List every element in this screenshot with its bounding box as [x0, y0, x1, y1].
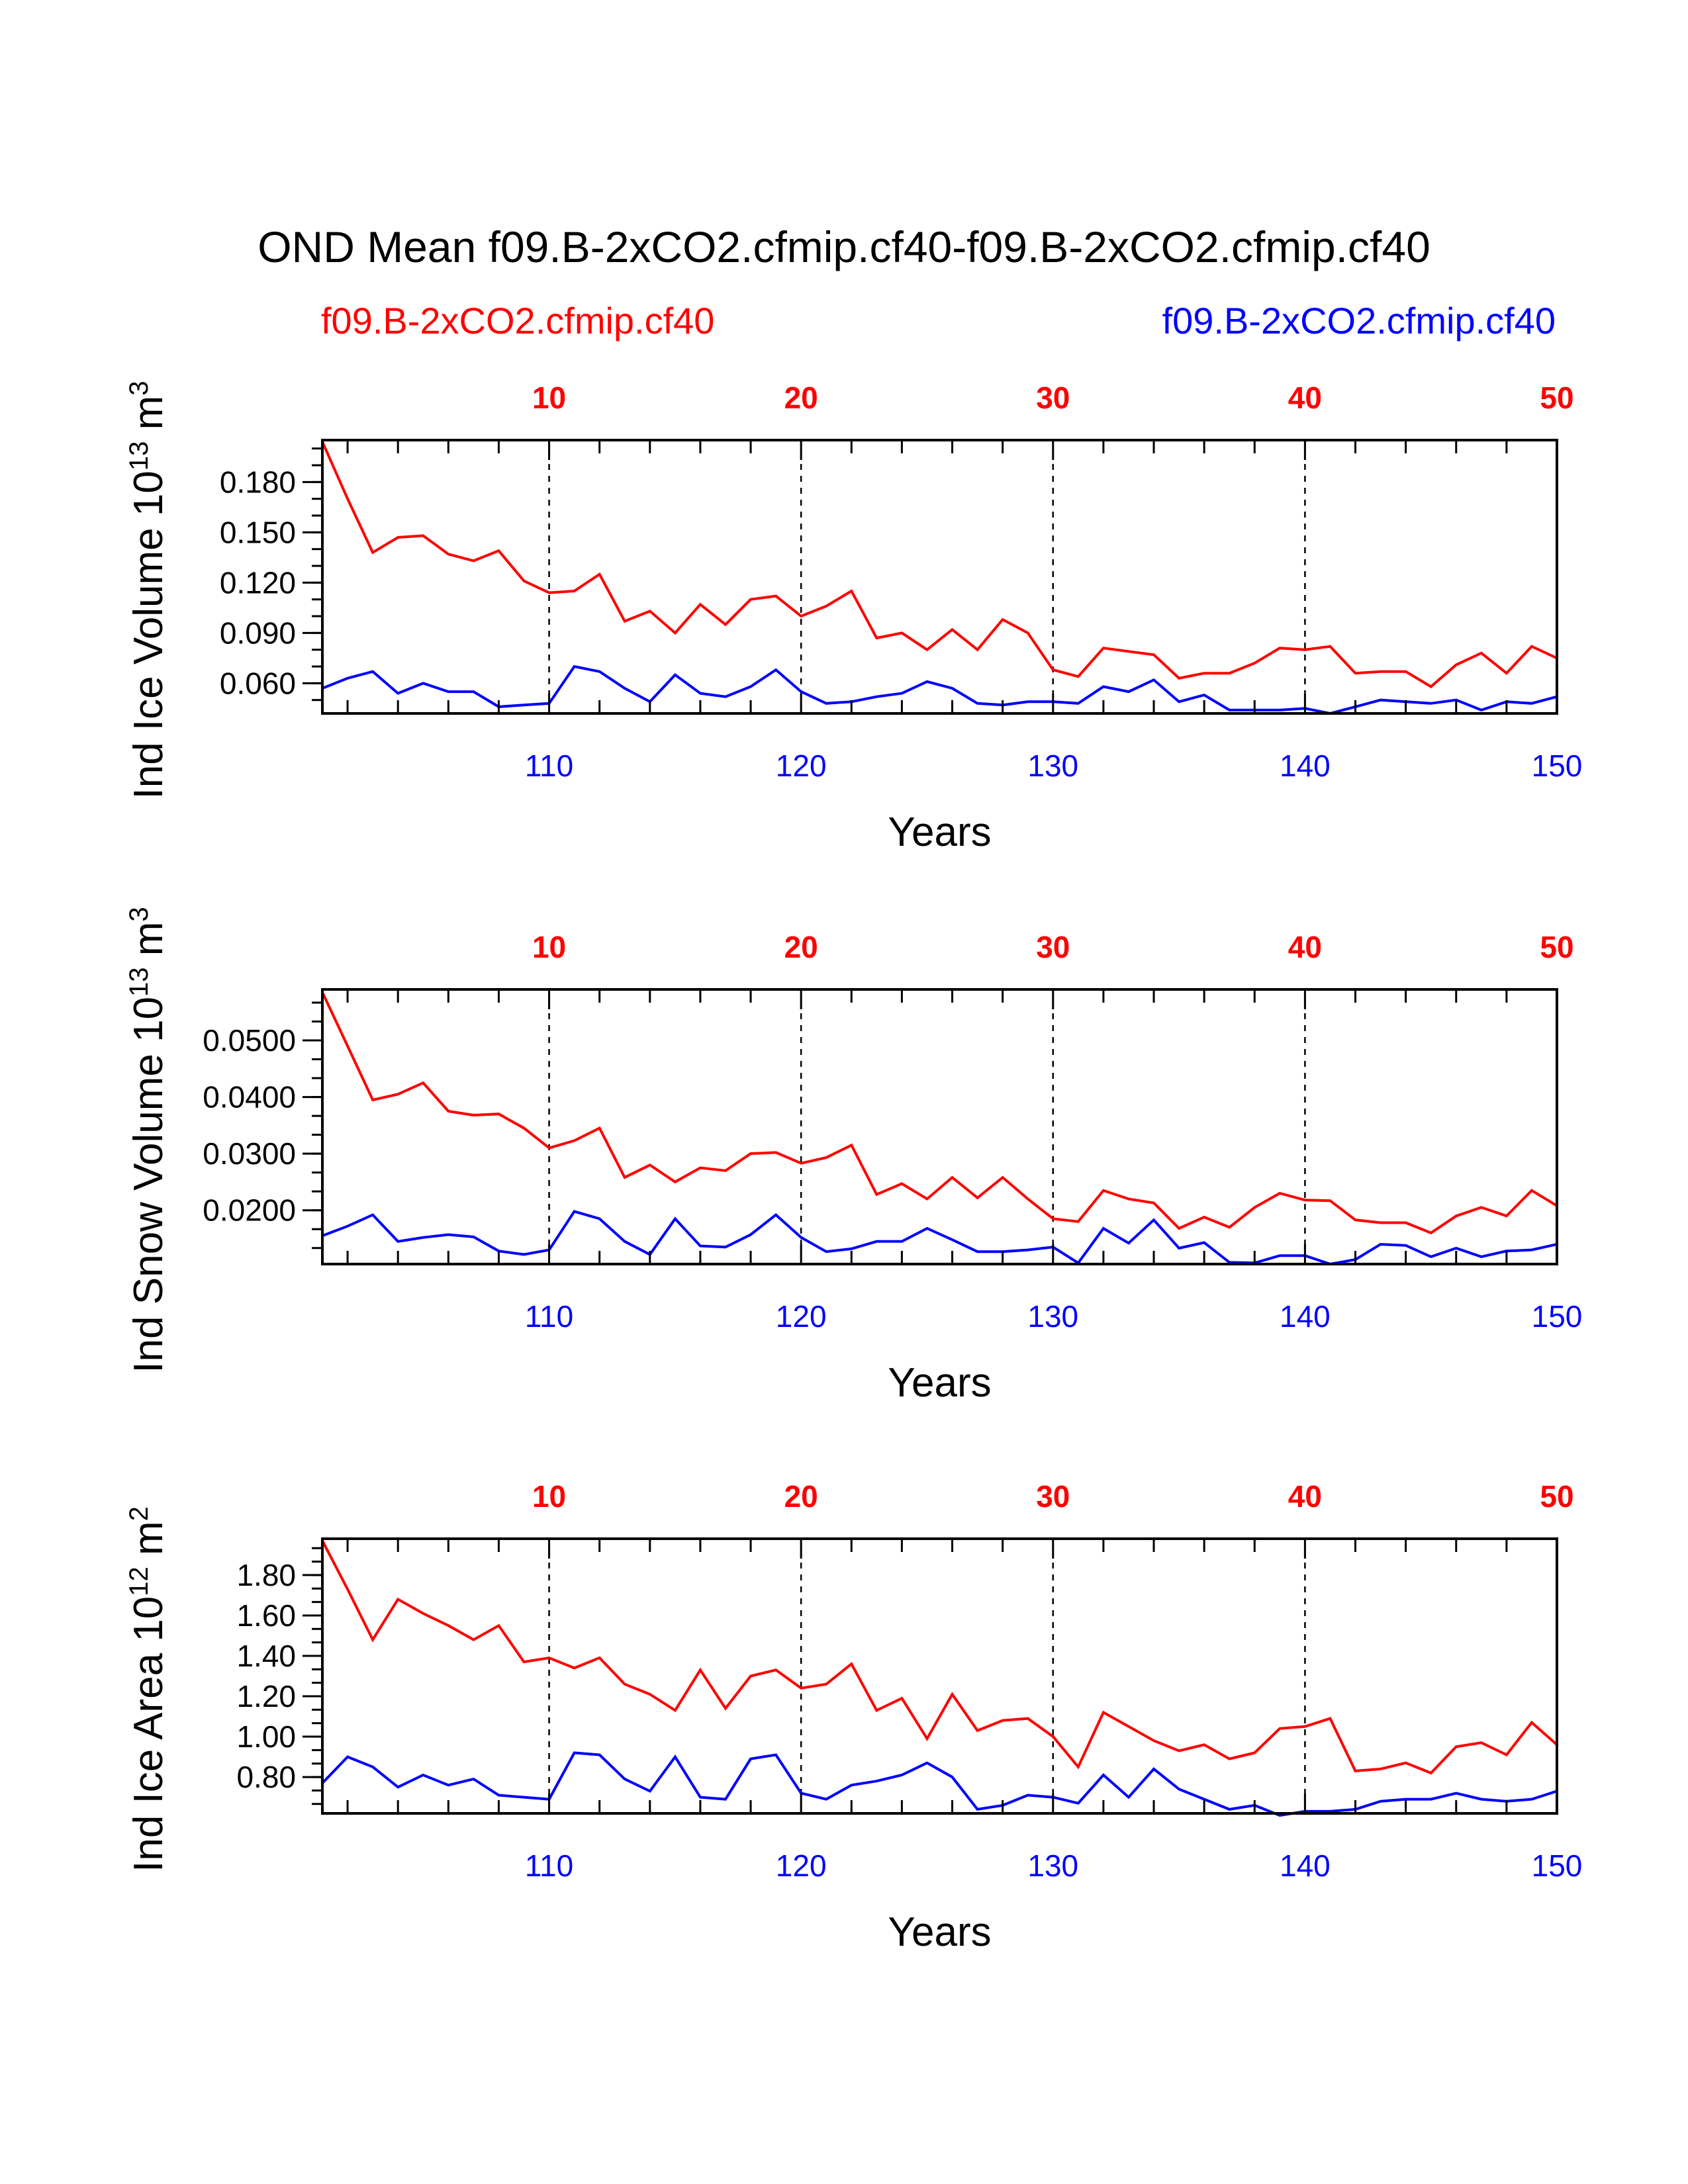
panel2-bottom-axis-label-120: 120: [776, 1299, 827, 1334]
panel3-bottom-axis-label-120: 120: [776, 1848, 827, 1883]
panel3-ytick-label-0.80: 0.80: [236, 1760, 296, 1794]
panel2-bottom-axis-label-140: 140: [1280, 1299, 1331, 1334]
panel1-bottom-axis-label-120: 120: [776, 749, 827, 783]
legend-blue-label: f09.B-2xCO2.cfmip.cf40: [1162, 300, 1556, 341]
panel1-bottom-axis-label-150: 150: [1532, 749, 1583, 783]
panel2-plot-frame: [321, 988, 1558, 1265]
panel3-y-axis-title-part-1: 12: [124, 1567, 154, 1596]
panel1-y-axis-title-part-2: m: [126, 396, 171, 441]
panel1-top-axis-label-20: 20: [784, 381, 818, 415]
panel3-ytick-label-1.00: 1.00: [236, 1719, 296, 1754]
panel1-red-series-line: [321, 441, 1558, 688]
panel1-ytick-label-0.180: 0.180: [220, 465, 296, 499]
panel2-ytick-label-0.0500: 0.0500: [203, 1023, 296, 1058]
panel1-bottom-axis-label-130: 130: [1027, 749, 1078, 783]
panel1-plot-frame: [321, 439, 1558, 715]
panel1-bottom-axis-label-110: 110: [525, 749, 573, 783]
panel1-top-axis-label-40: 40: [1288, 381, 1322, 415]
panel2-ytick-label-0.0400: 0.0400: [203, 1080, 296, 1115]
panel3-top-axis-label-30: 30: [1036, 1479, 1070, 1514]
panel1-top-axis-label-10: 10: [532, 381, 566, 415]
panel1-blue-series-line: [322, 664, 1558, 715]
panel2-red-series-line: [321, 991, 1558, 1235]
panel3-top-axis-label-40: 40: [1288, 1479, 1322, 1514]
panel3-top-axis-label-20: 20: [784, 1479, 818, 1514]
panel1-y-axis-title: Ind Ice Volume 1013 m3: [124, 381, 171, 799]
panel2-ytick-label-0.0300: 0.0300: [203, 1136, 296, 1171]
panel2-bottom-axis-label-110: 110: [525, 1299, 573, 1334]
panel2-top-axis-label-40: 40: [1288, 930, 1322, 964]
panel1-y-axis-title-part-0: Ind Ice Volume 10: [126, 471, 171, 799]
panel2-top-axis-label-30: 30: [1036, 930, 1070, 964]
panel3-ytick-label-1.20: 1.20: [236, 1679, 296, 1713]
panel1-ytick-label-0.090: 0.090: [220, 615, 296, 650]
panel2-bottom-axis-label-130: 130: [1027, 1299, 1078, 1334]
panel2-y-axis-title-part-1: 13: [124, 967, 154, 997]
panel1-bottom-axis-label-140: 140: [1280, 749, 1331, 783]
panel2-blue-series-line: [322, 1210, 1558, 1266]
panel1-y-axis-title-part-3: 3: [124, 381, 154, 396]
panel3-bottom-axis-label-150: 150: [1532, 1848, 1583, 1883]
panel3-plot-frame: [321, 1537, 1558, 1815]
panel3-top-axis-label-50: 50: [1540, 1479, 1573, 1514]
panel3-y-axis-title-part-3: 2: [124, 1506, 154, 1521]
panel1-ytick-label-0.150: 0.150: [220, 515, 296, 549]
panel3-ytick-label-1.40: 1.40: [236, 1639, 296, 1673]
panel3-ytick-label-1.60: 1.60: [236, 1598, 296, 1633]
legend-red-label: f09.B-2xCO2.cfmip.cf40: [321, 300, 715, 341]
panel2-y-axis-title-part-3: 3: [124, 907, 154, 921]
panel2-top-axis-label-50: 50: [1540, 930, 1573, 964]
panel3-bottom-axis-label-140: 140: [1280, 1848, 1331, 1883]
panel2-top-axis-label-10: 10: [532, 930, 566, 964]
panel2-top-axis-label-20: 20: [784, 930, 818, 964]
panel3-top-axis-label-10: 10: [532, 1479, 566, 1514]
panel3-ytick-label-1.80: 1.80: [236, 1558, 296, 1592]
panel3-blue-series-line: [321, 1751, 1558, 1817]
panel1-top-axis-label-50: 50: [1540, 381, 1573, 415]
chart-title: OND Mean f09.B-2xCO2.cfmip.cf40-f09.B-2x…: [258, 222, 1430, 271]
panel2-ytick-label-0.0200: 0.0200: [203, 1193, 296, 1228]
panel2-y-axis-title: Ind Snow Volume 1013 m3: [124, 907, 171, 1373]
panel2-y-axis-title-part-2: m: [126, 922, 171, 968]
panel3-x-axis-title: Years: [888, 1909, 991, 1955]
panel3-y-axis-title-part-0: Ind Ice Area 10: [126, 1596, 171, 1872]
panel1-x-axis-title: Years: [888, 809, 991, 855]
panel2-bottom-axis-label-150: 150: [1532, 1299, 1583, 1334]
panel1-top-axis-label-30: 30: [1036, 381, 1070, 415]
panel1-ytick-label-0.060: 0.060: [220, 666, 296, 700]
panel1-y-axis-title-part-1: 13: [124, 441, 154, 471]
panel3-bottom-axis-label-130: 130: [1027, 1848, 1078, 1883]
panel3-y-axis-title: Ind Ice Area 1012 m2: [124, 1506, 171, 1872]
panel3-red-series-line: [321, 1540, 1558, 1775]
panel2-y-axis-title-part-0: Ind Snow Volume 10: [126, 997, 171, 1373]
panel3-bottom-axis-label-110: 110: [525, 1848, 573, 1883]
panel1-ytick-label-0.120: 0.120: [220, 565, 296, 600]
panel2-x-axis-title: Years: [888, 1360, 991, 1406]
panel3-y-axis-title-part-2: m: [126, 1521, 171, 1567]
